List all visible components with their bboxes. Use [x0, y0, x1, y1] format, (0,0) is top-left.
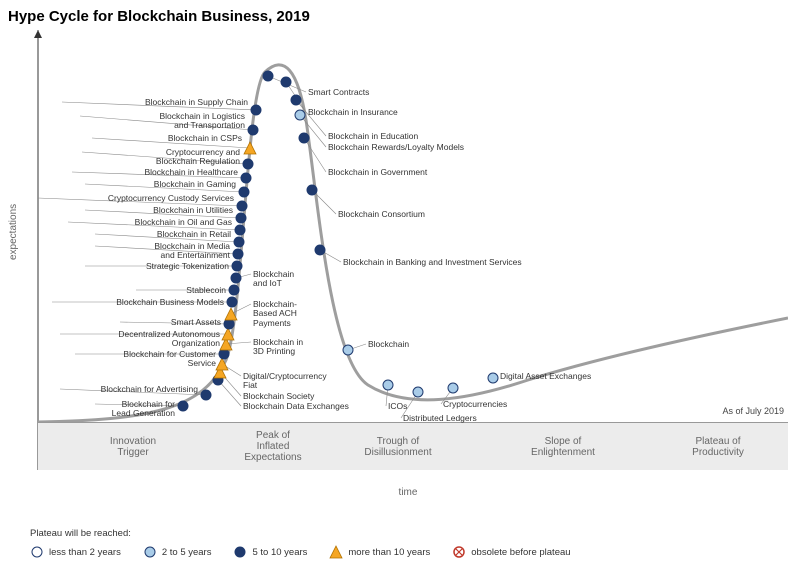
data-point — [343, 345, 353, 355]
data-point — [232, 261, 242, 271]
data-point — [236, 213, 246, 223]
point-label: Blockchain in Utilities — [153, 206, 233, 215]
point-label: Blockchain- Based ACH Payments — [253, 300, 297, 328]
phase-3: Slope of Enlightenment — [478, 422, 648, 470]
legend-marker-icon — [143, 545, 157, 559]
point-label: Blockchain in Banking and Investment Ser… — [343, 258, 522, 267]
point-label: Blockchain Rewards/Loyalty Models — [328, 143, 464, 152]
page-title: Hype Cycle for Blockchain Business, 2019 — [8, 8, 310, 25]
data-point — [291, 95, 301, 105]
point-label: Blockchain in Oil and Gas — [135, 218, 232, 227]
legend-marker-icon — [30, 545, 44, 559]
point-label: Digital Asset Exchanges — [500, 372, 591, 381]
point-label: Blockchain in 3D Printing — [253, 338, 303, 357]
data-point — [251, 105, 261, 115]
point-label: Blockchain Consortium — [338, 210, 425, 219]
data-point — [237, 201, 247, 211]
y-axis-label: expectations — [8, 204, 19, 260]
data-point — [229, 285, 239, 295]
data-point — [201, 390, 211, 400]
data-point — [233, 249, 243, 259]
point-label: Cryptocurrencies — [443, 400, 507, 409]
point-label: Blockchain in Media and Entertainment — [154, 242, 230, 261]
point-label: Blockchain in Government — [328, 168, 427, 177]
point-label: Distributed Ledgers — [403, 414, 477, 423]
point-label: Blockchain in Insurance — [308, 108, 398, 117]
data-point — [281, 77, 291, 87]
as-of-label: As of July 2019 — [722, 406, 784, 416]
legend-item: more than 10 years — [329, 545, 430, 559]
data-point — [239, 187, 249, 197]
hype-cycle-chart: expectations Innovation TriggerPeak of I… — [28, 30, 788, 470]
point-label: Blockchain in Education — [328, 132, 418, 141]
data-point — [307, 185, 317, 195]
phase-1: Peak of Inflated Expectations — [228, 422, 318, 470]
point-label: Blockchain Data Exchanges — [243, 402, 349, 411]
point-label: Blockchain in Logistics and Transportati… — [159, 112, 245, 131]
data-point — [178, 401, 188, 411]
legend-item: less than 2 years — [30, 545, 121, 559]
point-label: Blockchain in Healthcare — [144, 168, 238, 177]
point-label: Smart Assets — [171, 318, 221, 327]
legend-label: obsolete before plateau — [471, 547, 570, 558]
x-axis-label: time — [399, 487, 418, 498]
legend-item: 5 to 10 years — [233, 545, 307, 559]
point-label: Strategic Tokenization — [146, 262, 229, 271]
legend-title: Plateau will be reached: — [30, 528, 780, 539]
phase-2: Trough of Disillusionment — [318, 422, 478, 470]
point-label: Blockchain in Supply Chain — [145, 98, 248, 107]
point-label: Blockchain in Retail — [157, 230, 231, 239]
data-point — [219, 349, 229, 359]
legend: Plateau will be reached: less than 2 yea… — [30, 528, 780, 559]
point-label: Blockchain Society — [243, 392, 314, 401]
data-point — [235, 225, 245, 235]
point-label: Blockchain for Advertising — [101, 385, 198, 394]
data-point — [224, 319, 234, 329]
data-point — [234, 237, 244, 247]
point-label: ICOs — [388, 402, 407, 411]
legend-label: more than 10 years — [348, 547, 430, 558]
data-point — [243, 159, 253, 169]
legend-marker-icon — [329, 545, 343, 559]
data-point — [315, 245, 325, 255]
data-point — [448, 383, 458, 393]
data-point — [263, 71, 273, 81]
point-label: Digital/Cryptocurrency Fiat — [243, 372, 327, 391]
point-label: Blockchain and IoT — [253, 270, 294, 289]
point-label: Decentralized Autonomous Organization — [118, 330, 220, 349]
data-point — [241, 173, 251, 183]
point-label: Cryptocurrency and Blockchain Regulation — [156, 148, 240, 167]
point-label: Blockchain — [368, 340, 409, 349]
data-point — [231, 273, 241, 283]
point-label: Blockchain for Lead Generation — [112, 400, 175, 419]
data-point — [299, 133, 309, 143]
phase-4: Plateau of Productivity — [648, 422, 788, 470]
legend-marker-icon — [233, 545, 247, 559]
point-label: Blockchain in CSPs — [168, 134, 242, 143]
legend-label: less than 2 years — [49, 547, 121, 558]
point-label: Cryptocurrency Custody Services — [108, 194, 234, 203]
data-point — [295, 110, 305, 120]
point-label: Blockchain for Customer Service — [123, 350, 216, 369]
phase-0: Innovation Trigger — [38, 422, 228, 470]
point-label: Stablecoin — [186, 286, 226, 295]
data-point — [227, 297, 237, 307]
data-point — [383, 380, 393, 390]
data-point — [413, 387, 423, 397]
point-label: Blockchain Business Models — [116, 298, 224, 307]
data-point — [248, 125, 258, 135]
legend-item: 2 to 5 years — [143, 545, 212, 559]
legend-item: obsolete before plateau — [452, 545, 570, 559]
point-label: Blockchain in Gaming — [154, 180, 236, 189]
legend-label: 2 to 5 years — [162, 547, 212, 558]
legend-label: 5 to 10 years — [252, 547, 307, 558]
data-point — [488, 373, 498, 383]
point-label: Smart Contracts — [308, 88, 369, 97]
legend-marker-icon — [452, 545, 466, 559]
